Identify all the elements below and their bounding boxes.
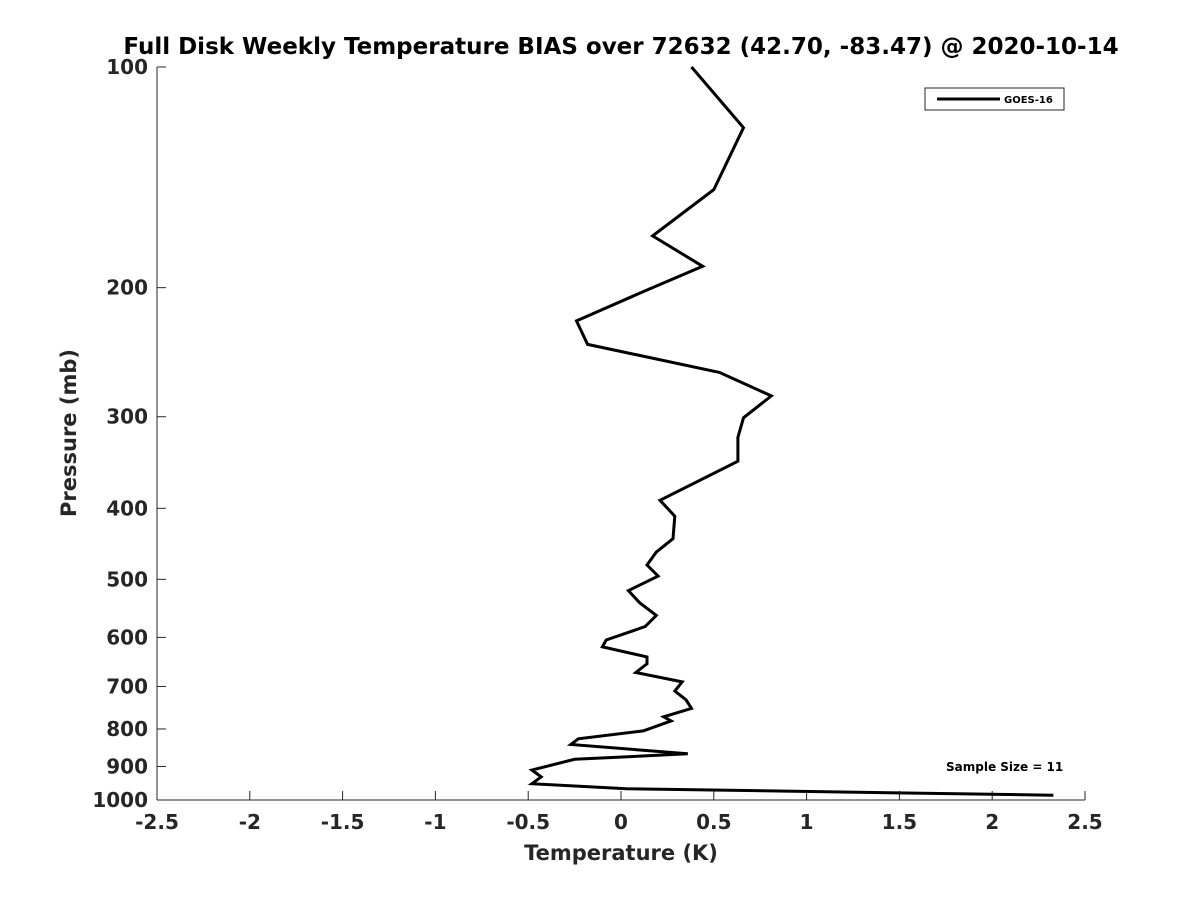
x-tick-label: -0.5: [506, 810, 550, 834]
y-tick-label: 900: [106, 754, 148, 778]
x-tick-label: 2.5: [1067, 810, 1102, 834]
x-tick-label: 1: [800, 810, 814, 834]
y-tick-label: 800: [106, 717, 148, 741]
y-tick-label: 400: [106, 496, 148, 520]
series-line-goes-16: [527, 66, 1054, 797]
y-tick-label: 500: [106, 567, 148, 591]
y-tick-label: 700: [106, 674, 148, 698]
x-axis-label: Temperature (K): [524, 841, 718, 865]
legend: GOES-16: [924, 87, 1065, 111]
x-tick-label: -1: [424, 810, 446, 834]
series-layer: [527, 66, 1054, 797]
x-tick-label: -2.5: [135, 810, 179, 834]
x-tick-label: -2: [239, 810, 261, 834]
y-axis-ticks: 100 200 300 400 500 600 700 800 900 1000: [92, 55, 166, 812]
y-tick-label: 200: [106, 276, 148, 300]
sample-size-annotation: Sample Size = 11: [946, 760, 1063, 774]
x-tick-label: 1.5: [882, 810, 917, 834]
chart-title: Full Disk Weekly Temperature BIAS over 7…: [123, 34, 1118, 60]
y-tick-label: 1000: [92, 788, 148, 812]
x-tick-label: 0: [614, 810, 628, 834]
x-tick-label: 0.5: [696, 810, 731, 834]
y-tick-label: 600: [106, 625, 148, 649]
x-axis-ticks: -2.5 -2 -1.5 -1 -0.5 0 0.5 1 1.5 2 2.5: [135, 791, 1103, 834]
y-tick-label: 300: [106, 405, 148, 429]
legend-label-goes-16: GOES-16: [1004, 95, 1053, 106]
x-tick-label: -1.5: [321, 810, 365, 834]
x-tick-label: 2: [985, 810, 999, 834]
y-tick-label: 100: [106, 55, 148, 79]
y-axis-label: Pressure (mb): [57, 349, 81, 517]
